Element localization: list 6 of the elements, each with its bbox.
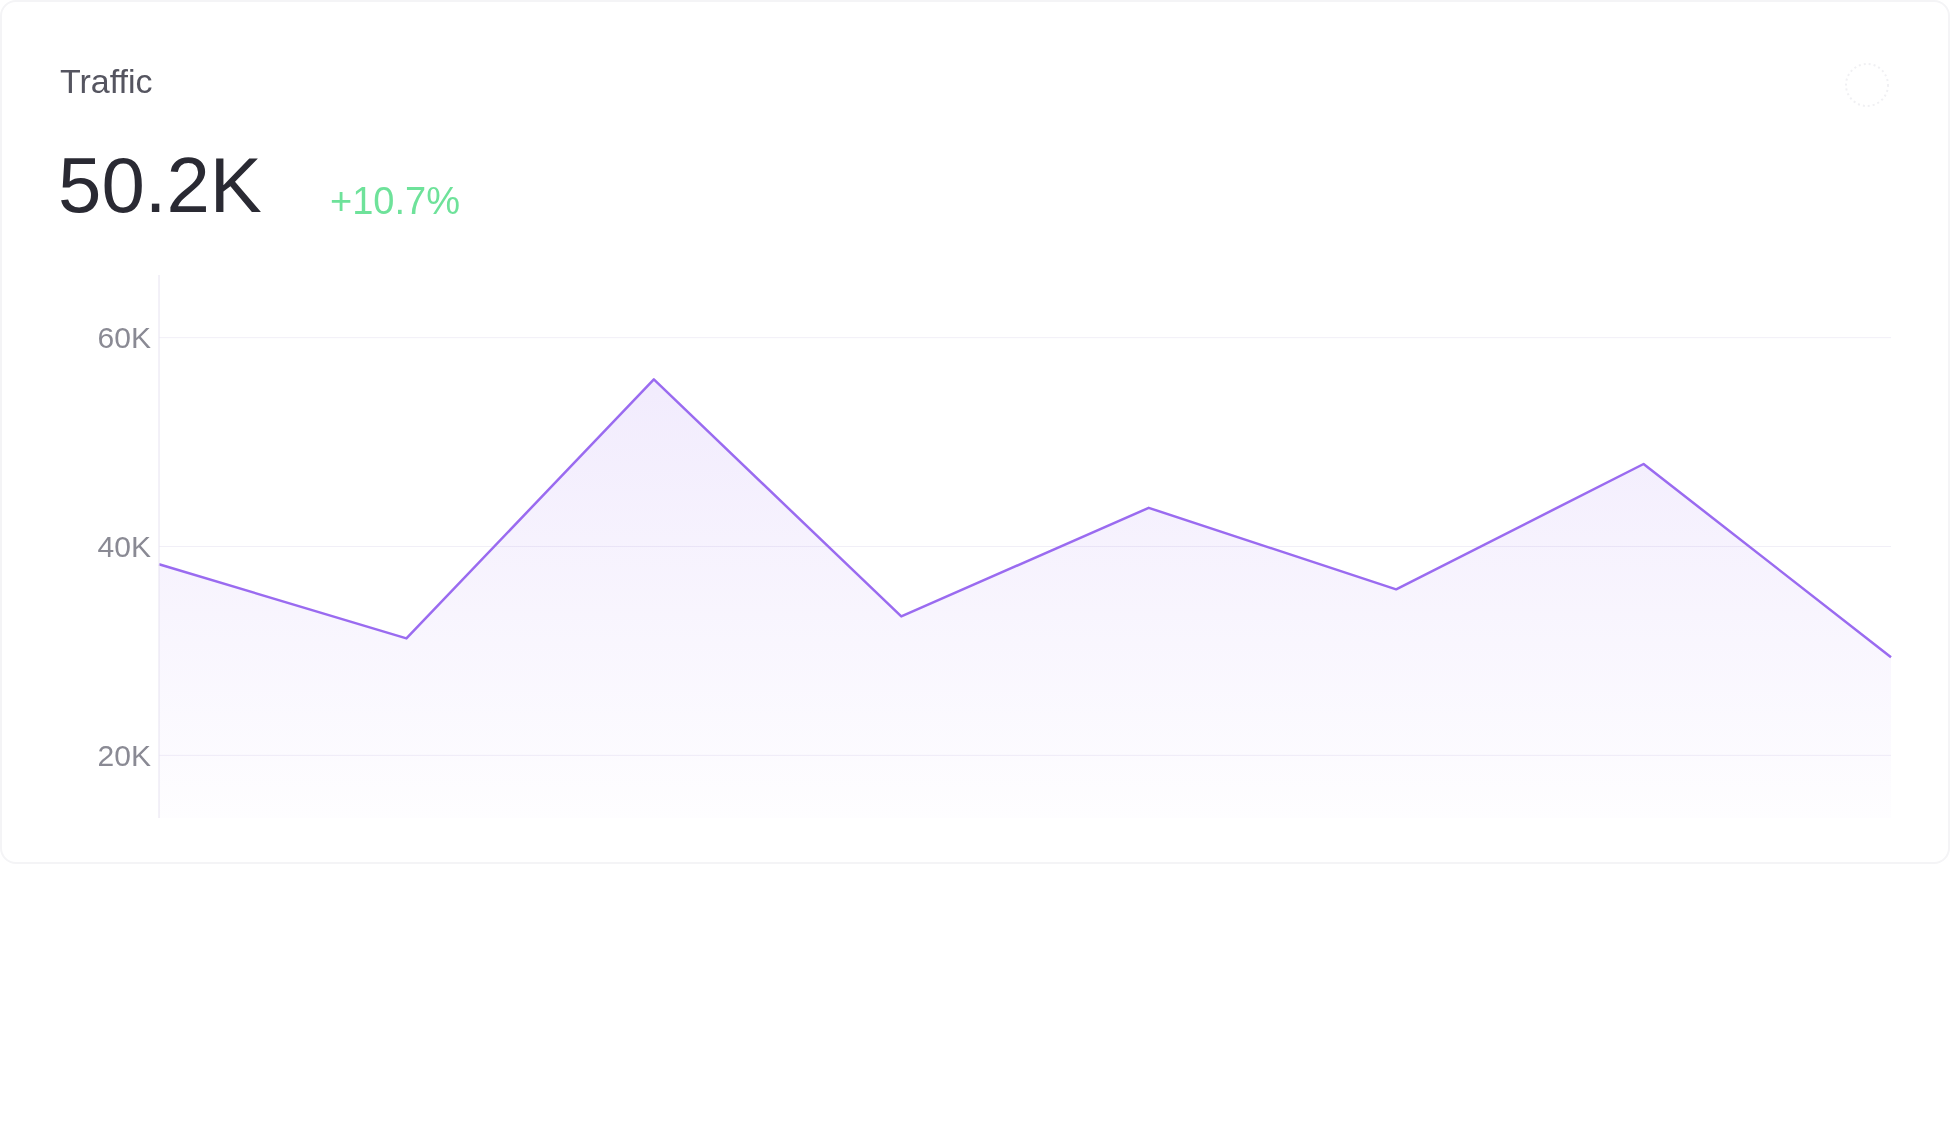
- text: +10.7%: [330, 180, 460, 223]
- chart-title: Traffic: [60, 62, 153, 101]
- chart-subtitle: 50.2K: [58, 140, 262, 231]
- y-tick-label: 40K: [97, 530, 151, 564]
- y-tick-label: 20K: [97, 739, 151, 772]
- y-tick-label: 60K: [97, 321, 151, 355]
